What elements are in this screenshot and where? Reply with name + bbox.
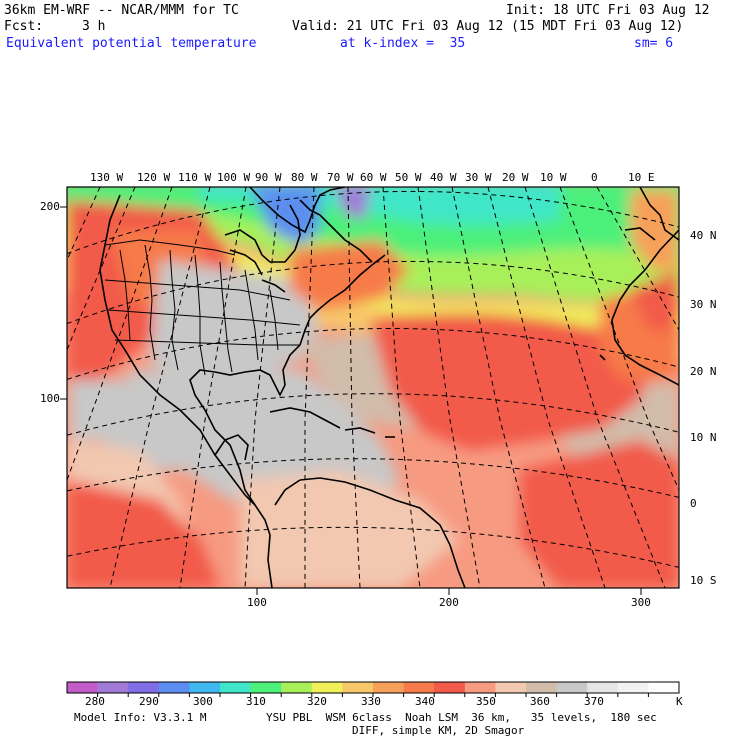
lon-label: 60 W bbox=[360, 171, 387, 184]
lat-label: 30 N bbox=[690, 298, 717, 311]
legend-swatch bbox=[556, 682, 588, 693]
lon-label: 90 W bbox=[255, 171, 282, 184]
lon-label: 70 W bbox=[327, 171, 354, 184]
lon-label: 0 bbox=[591, 171, 598, 184]
forecast-label: Fcst: bbox=[4, 19, 44, 34]
grid-x-label: 300 bbox=[631, 596, 651, 609]
lat-label: 10 S bbox=[690, 574, 717, 587]
legend-swatch bbox=[220, 682, 251, 693]
lon-label: 50 W bbox=[395, 171, 422, 184]
legend-swatch bbox=[311, 682, 343, 693]
grid-x-label: 100 bbox=[247, 596, 267, 609]
grid-y-label: 100 bbox=[40, 392, 60, 405]
legend-colorbar bbox=[66, 681, 680, 697]
lon-label: 130 W bbox=[90, 171, 124, 184]
legend-swatch bbox=[342, 682, 374, 693]
legend-swatch bbox=[495, 682, 527, 693]
legend-swatch bbox=[158, 682, 190, 693]
legend-swatch bbox=[526, 682, 557, 693]
field-name: Equivalent potential temperature bbox=[6, 36, 257, 51]
forecast-hours: 3 h bbox=[82, 19, 106, 34]
legend-swatch bbox=[587, 682, 619, 693]
model-info: Model Info: V3.3.1 M bbox=[74, 711, 207, 724]
legend-swatch bbox=[97, 682, 129, 693]
legend-swatch bbox=[189, 682, 221, 693]
init-time: Init: 18 UTC Fri 03 Aug 12 bbox=[506, 3, 710, 18]
valid-time: Valid: 21 UTC Fri 03 Aug 12 (15 MDT Fri … bbox=[292, 19, 684, 34]
lon-label: 120 W bbox=[137, 171, 171, 184]
lon-label: 100 W bbox=[217, 171, 251, 184]
lon-label: 80 W bbox=[291, 171, 318, 184]
lon-label: 110 W bbox=[178, 171, 212, 184]
lon-label: 40 W bbox=[430, 171, 457, 184]
legend-label: 340 bbox=[415, 695, 435, 708]
lon-label: 10 W bbox=[540, 171, 567, 184]
map-frame bbox=[66, 186, 680, 589]
level-index: at k-index = 35 bbox=[340, 36, 466, 51]
legend-label: 370 bbox=[584, 695, 604, 708]
legend-swatch bbox=[403, 682, 435, 693]
temperature-field bbox=[67, 187, 679, 588]
legend-label: 330 bbox=[361, 695, 381, 708]
legend-swatch bbox=[128, 682, 160, 693]
diffusion-info: DIFF, simple KM, 2D Smagor bbox=[352, 724, 525, 737]
legend-swatch bbox=[250, 682, 282, 693]
lat-label: 40 N bbox=[690, 229, 717, 242]
legend-swatch bbox=[617, 682, 649, 693]
legend-label: 350 bbox=[476, 695, 496, 708]
legend-swatch bbox=[648, 682, 680, 693]
legend-swatch bbox=[373, 682, 404, 693]
lon-label: 10 E bbox=[628, 171, 655, 184]
lat-label: 0 bbox=[690, 497, 697, 510]
coastlines bbox=[99, 187, 679, 588]
legend-label: 360 bbox=[530, 695, 550, 708]
legend-label: 310 bbox=[246, 695, 266, 708]
smoothing: sm= 6 bbox=[634, 36, 674, 51]
legend-swatch bbox=[67, 682, 98, 693]
grid-x-label: 200 bbox=[439, 596, 459, 609]
legend-label: 290 bbox=[139, 695, 159, 708]
lon-label: 30 W bbox=[465, 171, 492, 184]
legend-swatch bbox=[464, 682, 496, 693]
legend-label: 320 bbox=[307, 695, 327, 708]
legend-label: 280 bbox=[85, 695, 105, 708]
lat-label: 10 N bbox=[690, 431, 717, 444]
latlon-grid bbox=[67, 187, 679, 588]
legend-swatch bbox=[434, 682, 466, 693]
grid-y-label: 200 bbox=[40, 200, 60, 213]
model-title: 36km EM-WRF -- NCAR/MMM for TC bbox=[4, 3, 239, 18]
frame-ticks bbox=[60, 206, 642, 595]
lat-label: 20 N bbox=[690, 365, 717, 378]
legend-unit: K bbox=[676, 695, 683, 708]
political-boundaries bbox=[104, 239, 301, 376]
legend-swatch bbox=[281, 682, 313, 693]
legend-label: 300 bbox=[193, 695, 213, 708]
lon-label: 20 W bbox=[502, 171, 529, 184]
physics-info: YSU PBL WSM 6class Noah LSM 36 km, 35 le… bbox=[266, 711, 657, 724]
